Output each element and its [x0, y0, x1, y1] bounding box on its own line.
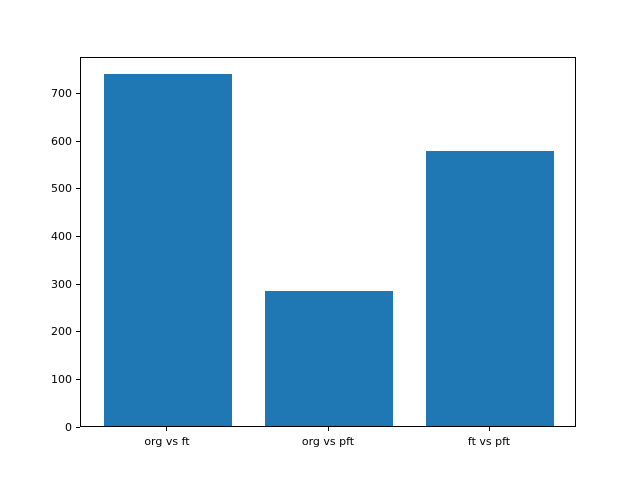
x-tick-label-org-vs-ft: org vs ft — [144, 435, 190, 448]
y-tick-label-200: 200 — [51, 325, 72, 339]
y-tick-mark — [76, 426, 80, 428]
x-tick-label-ft-vs-pft: ft vs pft — [467, 435, 511, 448]
bar-org-vs-pft — [264, 291, 394, 426]
y-tick-label-400: 400 — [51, 230, 72, 244]
x-tick-label-org-vs-pft: org vs pft — [301, 435, 355, 448]
y-tick-label-0: 0 — [65, 420, 72, 434]
y-tick-label-500: 500 — [51, 182, 72, 196]
y-tick-label-300: 300 — [51, 277, 72, 291]
y-tick-label-600: 600 — [51, 134, 72, 148]
y-tick-mark — [76, 140, 80, 142]
y-tick-mark — [76, 378, 80, 380]
bars-layer — [81, 58, 575, 426]
y-tick-mark — [76, 188, 80, 190]
y-tick-mark — [76, 283, 80, 285]
y-tick-label-700: 700 — [51, 87, 72, 101]
x-tick-mark — [166, 427, 168, 431]
x-tick-mark — [327, 427, 329, 431]
bar-org-vs-ft — [103, 73, 233, 426]
y-tick-mark — [76, 331, 80, 333]
y-tick-label-100: 100 — [51, 372, 72, 386]
y-tick-mark — [76, 236, 80, 238]
bar-ft-vs-pft — [425, 150, 555, 426]
x-tick-mark — [488, 427, 490, 431]
y-tick-mark — [76, 93, 80, 95]
plot-area — [80, 57, 576, 427]
